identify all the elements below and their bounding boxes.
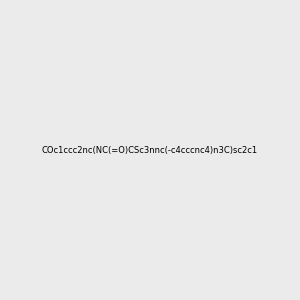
- Text: COc1ccc2nc(NC(=O)CSc3nnc(-c4cccnc4)n3C)sc2c1: COc1ccc2nc(NC(=O)CSc3nnc(-c4cccnc4)n3C)s…: [42, 146, 258, 154]
